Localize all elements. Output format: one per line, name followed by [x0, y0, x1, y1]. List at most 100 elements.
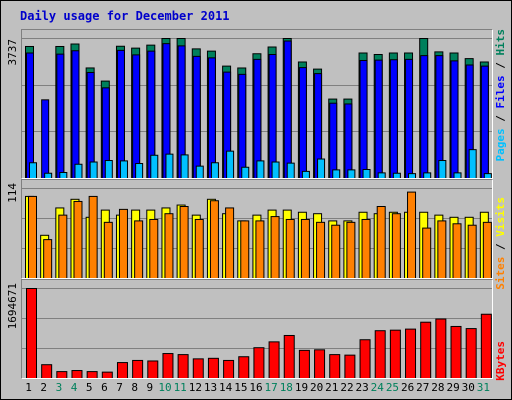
legend-top: Pages / Files / Hits: [494, 29, 507, 162]
files-bar: [298, 67, 307, 178]
files-bar: [374, 59, 383, 178]
day-label: 9: [146, 381, 154, 394]
day-label: 10: [158, 381, 172, 394]
day-label: 3: [55, 381, 63, 394]
kbytes-bar: [192, 358, 204, 378]
sites-bar: [316, 221, 326, 278]
sites-bar: [285, 218, 295, 278]
chart-title: Daily usage for December 2011: [20, 9, 230, 23]
pages-bar: [180, 154, 189, 178]
day-label: 28: [431, 381, 445, 394]
pages-bar: [241, 166, 250, 178]
kbytes-max-label: 1694671: [6, 283, 19, 330]
sites-bar: [194, 218, 204, 278]
legend-sep-2: /: [494, 55, 507, 76]
kbytes-bar: [207, 357, 219, 378]
kbytes-bar: [465, 328, 477, 378]
sites-bar: [391, 213, 401, 278]
day-label: 4: [70, 381, 78, 394]
sites-bar: [58, 214, 68, 278]
files-bar: [268, 53, 277, 178]
files-bar: [283, 40, 292, 178]
kbytes-bar: [56, 371, 68, 378]
day-label: 13: [203, 381, 218, 394]
legend-sep-1: /: [494, 108, 507, 129]
pages-bar: [195, 165, 204, 178]
sites-bar: [437, 220, 447, 278]
kbytes-bar: [253, 347, 265, 378]
pages-bar: [423, 172, 432, 178]
pages-bar: [438, 160, 447, 178]
pages-bar: [210, 162, 219, 178]
pages-bar: [74, 163, 83, 178]
sites-bar: [482, 221, 492, 278]
day-label: 2: [40, 381, 48, 394]
pages-bar: [119, 160, 128, 178]
files-bar: [389, 59, 398, 178]
visits-max-label: 114: [6, 183, 19, 203]
day-label: 20: [310, 381, 324, 394]
day-label: 29: [446, 381, 460, 394]
files-bar: [162, 43, 171, 178]
sites-bar: [88, 195, 98, 278]
kbytes-bar: [26, 288, 37, 378]
pages-bar: [29, 162, 37, 178]
kbytes-bar: [71, 370, 83, 378]
kbytes-chart: [22, 288, 492, 378]
files-bar: [192, 55, 201, 178]
kbytes-bar: [314, 349, 326, 378]
hits-files-pages-chart: [22, 38, 492, 178]
files-bar: [71, 50, 80, 178]
sites-bar: [346, 221, 356, 278]
files-bar: [56, 53, 65, 178]
day-label: 26: [400, 381, 415, 394]
kbytes-bar: [329, 354, 341, 378]
day-label: 11: [173, 381, 187, 394]
legend-files: Files: [494, 75, 507, 109]
files-bar: [132, 54, 141, 178]
files-bar: [450, 60, 459, 178]
pages-bar: [392, 172, 401, 178]
day-label: 15: [234, 381, 248, 394]
files-bar: [116, 49, 125, 178]
kbytes-bar: [405, 328, 417, 378]
kbytes-bar: [177, 354, 189, 378]
day-label: 14: [219, 381, 233, 394]
sites-bar: [376, 206, 386, 278]
kbytes-bar: [374, 330, 386, 378]
day-label: 31: [476, 381, 491, 394]
files-bar: [344, 103, 353, 178]
files-bar: [101, 87, 110, 178]
hits-max-label: 3737: [6, 39, 19, 66]
kbytes-bar: [238, 356, 250, 378]
day-label: 19: [294, 381, 309, 394]
legend-sites: Sites: [494, 256, 507, 290]
day-label: 25: [385, 381, 400, 394]
kbytes-bar: [389, 329, 401, 378]
sites-bar: [452, 223, 462, 278]
day-label: 24: [370, 381, 384, 394]
sites-bar: [361, 218, 371, 278]
files-bar: [329, 102, 338, 178]
day-label: 1: [25, 381, 32, 394]
pages-bar: [362, 169, 371, 178]
sites-bar: [300, 218, 310, 278]
day-label: 18: [279, 381, 293, 394]
files-bar: [435, 55, 444, 178]
pages-bar: [135, 163, 144, 178]
day-label: 8: [131, 381, 139, 394]
legend-visits: Visits: [494, 197, 507, 237]
visits-sites-chart: [22, 188, 492, 278]
pages-bar: [408, 173, 417, 178]
pages-bar: [347, 169, 356, 178]
pages-bar: [226, 150, 235, 178]
sites-bar: [225, 207, 235, 278]
legend-kbytes: KBytes: [494, 341, 507, 381]
sites-bar: [467, 224, 477, 278]
day-label: 22: [340, 381, 354, 394]
files-bar: [465, 64, 474, 178]
kbytes-panel: [21, 279, 493, 379]
files-bar: [238, 73, 247, 178]
kbytes-bar: [86, 371, 98, 378]
pages-bar: [332, 169, 341, 178]
